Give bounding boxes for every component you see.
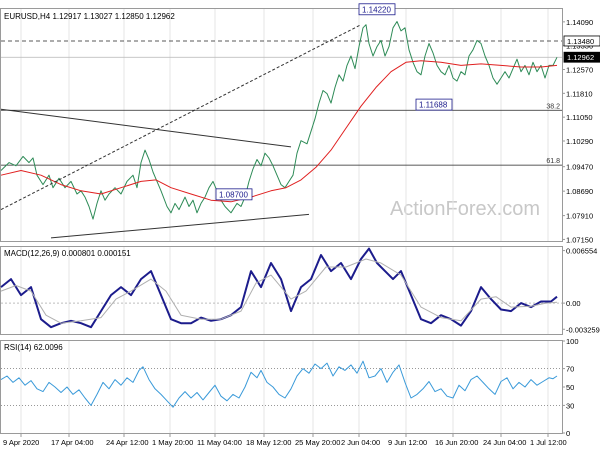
- annotation-label: 1.08700: [219, 190, 248, 199]
- price-y-tick-label: 1.14090: [566, 18, 593, 27]
- rsi-y-tick-label: 70: [566, 365, 574, 374]
- x-tick-label: 9 Apr 2020: [3, 438, 39, 447]
- annotation-label: 1.14220: [362, 5, 391, 14]
- rsi-panel-title: RSI(14) 62.0096: [4, 343, 63, 352]
- price-panel: [0, 8, 563, 242]
- x-tick-label: 9 Jun 12:00: [388, 438, 427, 447]
- x-tick-label: 11 May 04:00: [197, 438, 242, 447]
- price-y-tick-label: 1.07150: [566, 235, 593, 244]
- macd-y-tick-label: -0.003259: [566, 325, 600, 334]
- x-tick-label: 25 May 20:00: [295, 438, 340, 447]
- price-y-tick-label: 1.11050: [566, 113, 593, 122]
- rsi-rsi-line: [0, 360, 558, 408]
- macd-macd-line: [0, 247, 558, 329]
- price-panel-title: EURUSD,H4 1.12917 1.13027 1.12850 1.1296…: [4, 12, 175, 21]
- x-tick-label: 17 Apr 04:00: [51, 438, 94, 447]
- rsi-y-tick-label: 50: [566, 383, 574, 392]
- x-tick-label: 24 Apr 12:00: [106, 438, 149, 447]
- watermark: ActionForex.com: [390, 198, 540, 220]
- price-tag-box: [563, 51, 600, 63]
- x-tick-label: 2 Jun 04:00: [341, 438, 380, 447]
- price-y-tick-label: 1.08690: [566, 187, 593, 196]
- price-y-tick-label: 1.07910: [566, 212, 593, 221]
- x-tick-label: 18 May 12:00: [246, 438, 291, 447]
- macd-panel-title: MACD(12,26,9) 0.000801 0.000151: [4, 249, 131, 258]
- x-tick-label: 16 Jun 20:00: [435, 438, 478, 447]
- annotation-box: [215, 188, 253, 201]
- rsi-y-tick-label: 100: [566, 337, 579, 346]
- annotation-box: [358, 3, 396, 16]
- price-level-label: 38.2: [546, 103, 560, 110]
- annotation-label: 1.11688: [419, 101, 448, 110]
- rsi-y-tick-label: 30: [566, 401, 574, 410]
- price-y-tick-label: 1.11810: [566, 89, 593, 98]
- macd-signal-line: [0, 258, 558, 324]
- price-y-tick-label: 1.10290: [566, 137, 593, 146]
- price-level-label: 61.8: [546, 158, 560, 165]
- price-y-tick-label: 1.09470: [566, 163, 593, 172]
- price-tag-label: 1.12962: [567, 53, 594, 62]
- macd-y-tick-label: 0.00: [566, 299, 581, 308]
- macd-y-tick-label: 0.006554: [566, 247, 597, 256]
- price-trendline-triangle-top-line: [0, 108, 292, 148]
- price-trendline-upper-channel-line: [0, 24, 362, 211]
- x-tick-label: 1 Jul 12:00: [530, 438, 567, 447]
- price-moving-average-line: [0, 60, 558, 203]
- rsi-panel: [0, 340, 563, 434]
- price-y-tick-label: 1.12570: [566, 66, 593, 75]
- x-tick-label: 24 Jun 04:00: [483, 438, 526, 447]
- price-trendline-triangle-bottom-line: [50, 213, 310, 239]
- x-tick-label: 1 May 20:00: [152, 438, 193, 447]
- price-tag-label: 1.13480: [567, 37, 594, 46]
- rsi-y-tick-label: 0: [566, 429, 570, 438]
- macd-panel: [0, 246, 563, 335]
- annotation-box: [415, 98, 453, 111]
- price-tag-box: [563, 35, 600, 47]
